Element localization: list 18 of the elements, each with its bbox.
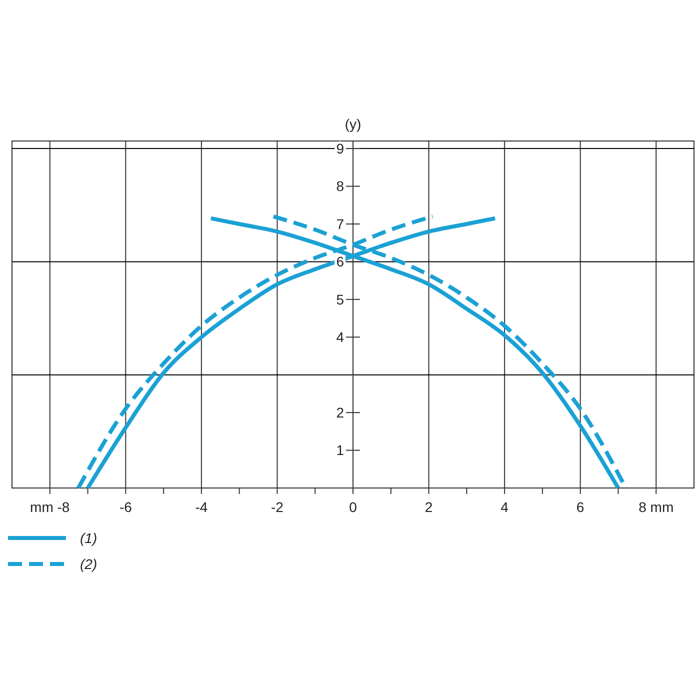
- x-tick-label: -4: [195, 499, 208, 515]
- y-tick-label: 4: [336, 329, 344, 346]
- y-tick-label: 1: [336, 442, 344, 458]
- y-tick-label: 5: [336, 291, 344, 308]
- y-tick-label: 8: [336, 178, 344, 194]
- x-tick-label: 6: [576, 499, 584, 515]
- y-axis-title: (y): [344, 116, 362, 132]
- x-tick-label: mm -8: [30, 499, 70, 515]
- x-tick-label: 4: [500, 499, 509, 515]
- x-tick-label: 0: [349, 499, 358, 515]
- x-tick-label: 8 mm: [638, 499, 674, 515]
- x-tick-label: -2: [270, 499, 284, 515]
- legend-label: (2): [80, 556, 98, 572]
- x-tick-label: 2: [424, 499, 433, 515]
- y-tick-label: 2: [336, 404, 344, 420]
- x-tick-label: -6: [119, 499, 132, 515]
- y-tick-label: 7: [336, 216, 344, 232]
- legend-label: (1): [80, 530, 98, 546]
